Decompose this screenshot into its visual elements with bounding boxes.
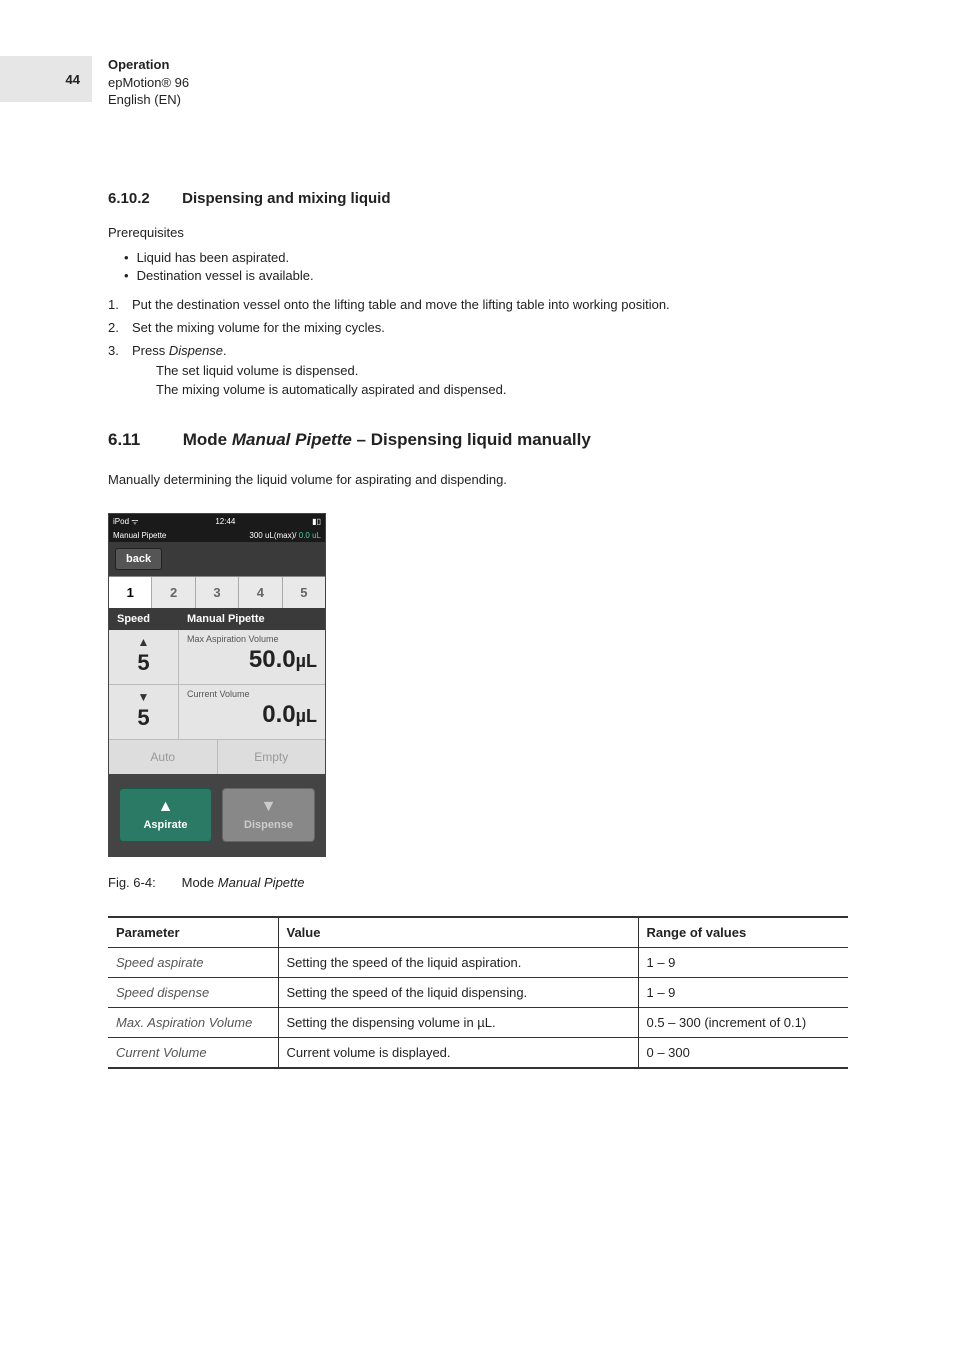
- section-intro: Manually determining the liquid volume f…: [108, 472, 848, 487]
- current-volume-col: Current Volume 0.0µL: [179, 685, 325, 739]
- status-cur: 0.0 uL: [299, 531, 321, 540]
- device-action-row: ▲ Aspirate ▼ Dispense: [109, 774, 325, 856]
- prerequisites-label: Prerequisites: [108, 225, 848, 240]
- device-panel-2: ▼ 5 Current Volume 0.0µL: [109, 685, 325, 740]
- steps-list: Put the destination vessel onto the lift…: [108, 297, 848, 400]
- cell-value: Setting the speed of the liquid dispensi…: [278, 977, 638, 1007]
- col-range: Range of values: [638, 917, 848, 948]
- page-content: 6.10.2 Dispensing and mixing liquid Prer…: [108, 190, 848, 1069]
- table-row: Speed dispenseSetting the speed of the l…: [108, 977, 848, 1007]
- figure-text-em: Manual Pipette: [218, 875, 305, 890]
- speed-aspirate-value: 5: [109, 650, 178, 676]
- cell-parameter: Speed aspirate: [108, 947, 278, 977]
- status-max: 300 uL(max)/: [249, 531, 296, 540]
- cell-range: 0 – 300: [638, 1037, 848, 1068]
- battery-icon: ▮▯: [312, 517, 321, 526]
- step-item: Put the destination vessel onto the lift…: [108, 297, 848, 312]
- device-button-row: Auto Empty: [109, 740, 325, 774]
- cell-range: 0.5 – 300 (increment of 0.1): [638, 1007, 848, 1037]
- figure-label: Fig. 6-4:: [108, 875, 178, 890]
- section-6-11-heading: 6.11 Mode Manual Pipette – Dispensing li…: [108, 430, 848, 450]
- max-aspiration-col: Max Aspiration Volume 50.0µL: [179, 630, 325, 684]
- section-title-part: Mode: [183, 430, 232, 449]
- device-screenshot: iPod ᯤ 12:44 ▮▯ Manual Pipette 300 uL(ma…: [108, 513, 326, 857]
- current-volume-label: Current Volume: [187, 689, 317, 699]
- current-volume-value: 0.0µL: [187, 701, 317, 729]
- max-aspiration-value[interactable]: 50.0µL: [187, 646, 317, 674]
- cell-parameter: Max. Aspiration Volume: [108, 1007, 278, 1037]
- tab-4[interactable]: 4: [239, 577, 282, 608]
- step-item: Press Dispense. The set liquid volume is…: [108, 343, 848, 400]
- device-tabs: 1 2 3 4 5: [109, 576, 325, 608]
- figure-text: Mode: [182, 875, 218, 890]
- page-header: Operation epMotion® 96 English (EN): [108, 56, 189, 109]
- section-title-part: – Dispensing liquid manually: [352, 430, 591, 449]
- header-language: English (EN): [108, 91, 189, 109]
- tab-1[interactable]: 1: [109, 577, 152, 608]
- empty-button[interactable]: Empty: [218, 740, 326, 774]
- table-row: Current VolumeCurrent volume is displaye…: [108, 1037, 848, 1068]
- mode-header: Manual Pipette: [179, 608, 325, 630]
- chevron-up-icon: ▲: [120, 799, 211, 815]
- cell-range: 1 – 9: [638, 947, 848, 977]
- section-6-10-2-heading: 6.10.2 Dispensing and mixing liquid: [108, 190, 848, 207]
- tab-3[interactable]: 3: [196, 577, 239, 608]
- mode-label: Manual Pipette: [113, 531, 166, 540]
- page-number: 44: [0, 56, 92, 102]
- col-value: Value: [278, 917, 638, 948]
- col-parameter: Parameter: [108, 917, 278, 948]
- chevron-up-icon[interactable]: ▲: [109, 636, 178, 648]
- step-result: The set liquid volume is dispensed. The …: [156, 362, 848, 400]
- tab-2[interactable]: 2: [152, 577, 195, 608]
- cell-value: Setting the dispensing volume in µL.: [278, 1007, 638, 1037]
- chevron-down-icon[interactable]: ▼: [109, 691, 178, 703]
- device-label-row: Speed Manual Pipette: [109, 608, 325, 630]
- section-number: 6.11: [108, 430, 178, 450]
- header-product: epMotion® 96: [108, 74, 189, 92]
- device-modebar: Manual Pipette 300 uL(max)/ 0.0 uL: [109, 529, 325, 542]
- speed-aspirate-stepper[interactable]: ▲ 5: [109, 630, 179, 684]
- table-row: Max. Aspiration VolumeSetting the dispen…: [108, 1007, 848, 1037]
- status-time: 12:44: [215, 517, 235, 526]
- section-title: Dispensing and mixing liquid: [182, 190, 390, 207]
- cell-parameter: Speed dispense: [108, 977, 278, 1007]
- device-statusbar: iPod ᯤ 12:44 ▮▯: [109, 514, 325, 529]
- section-number: 6.10.2: [108, 190, 178, 207]
- table-row: Speed aspirateSetting the speed of the l…: [108, 947, 848, 977]
- prereq-item: Destination vessel is available.: [124, 268, 848, 283]
- parameter-table: Parameter Value Range of values Speed as…: [108, 916, 848, 1069]
- table-header-row: Parameter Value Range of values: [108, 917, 848, 948]
- auto-button[interactable]: Auto: [109, 740, 218, 774]
- back-button[interactable]: back: [115, 548, 162, 570]
- cell-value: Current volume is displayed.: [278, 1037, 638, 1068]
- cell-value: Setting the speed of the liquid aspirati…: [278, 947, 638, 977]
- speed-dispense-value: 5: [109, 705, 178, 731]
- max-aspiration-label: Max Aspiration Volume: [187, 634, 317, 644]
- prerequisites-list: Liquid has been aspirated. Destination v…: [124, 250, 848, 283]
- cell-parameter: Current Volume: [108, 1037, 278, 1068]
- aspirate-button[interactable]: ▲ Aspirate: [119, 788, 212, 842]
- speed-dispense-stepper[interactable]: ▼ 5: [109, 685, 179, 739]
- step-item: Set the mixing volume for the mixing cyc…: [108, 320, 848, 335]
- device-panel-1: ▲ 5 Max Aspiration Volume 50.0µL: [109, 630, 325, 685]
- speed-header: Speed: [109, 608, 179, 630]
- prereq-item: Liquid has been aspirated.: [124, 250, 848, 265]
- chevron-down-icon: ▼: [223, 799, 314, 815]
- figure-caption: Fig. 6-4: Mode Manual Pipette: [108, 875, 848, 890]
- section-title-em: Manual Pipette: [232, 430, 352, 449]
- header-chapter: Operation: [108, 56, 189, 74]
- cell-range: 1 – 9: [638, 977, 848, 1007]
- status-left: iPod ᯤ: [113, 516, 139, 527]
- device-topbar: back: [109, 542, 325, 576]
- dispense-button[interactable]: ▼ Dispense: [222, 788, 315, 842]
- tab-5[interactable]: 5: [283, 577, 325, 608]
